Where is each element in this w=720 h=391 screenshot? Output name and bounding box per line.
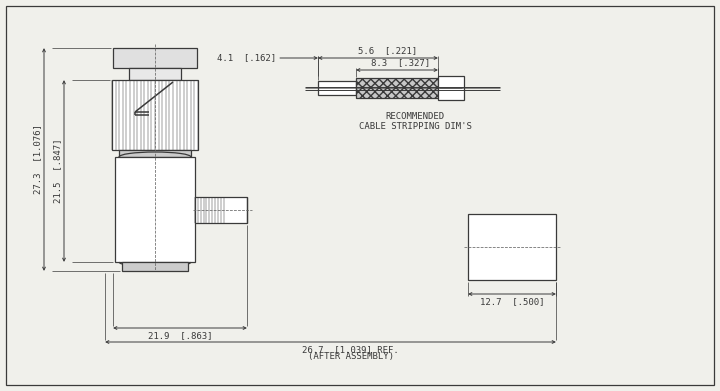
Bar <box>115 157 195 262</box>
Bar <box>468 214 556 280</box>
Text: 8.3  [.327]: 8.3 [.327] <box>372 58 431 67</box>
Bar <box>119 150 191 157</box>
Bar <box>438 76 464 100</box>
Bar <box>122 262 188 271</box>
Bar <box>318 81 356 95</box>
Text: 26.7  [1.039] REF.: 26.7 [1.039] REF. <box>302 345 399 354</box>
Text: 21.5  [.847]: 21.5 [.847] <box>53 139 62 203</box>
Bar <box>112 80 198 150</box>
Text: RECOMMENDED
CABLE STRIPPING DIM'S: RECOMMENDED CABLE STRIPPING DIM'S <box>359 112 472 131</box>
Text: 27.3  [1.076]: 27.3 [1.076] <box>33 125 42 194</box>
Bar <box>356 78 438 98</box>
Bar <box>195 197 247 222</box>
Text: 12.7  [.500]: 12.7 [.500] <box>480 297 544 306</box>
Text: 4.1  [.162]: 4.1 [.162] <box>217 54 276 63</box>
Bar <box>113 48 197 68</box>
Bar <box>129 68 181 80</box>
Text: 5.6  [.221]: 5.6 [.221] <box>359 46 418 55</box>
Text: (AFTER ASSEMBLY): (AFTER ASSEMBLY) <box>307 352 394 361</box>
Text: 21.9  [.863]: 21.9 [.863] <box>148 331 212 340</box>
